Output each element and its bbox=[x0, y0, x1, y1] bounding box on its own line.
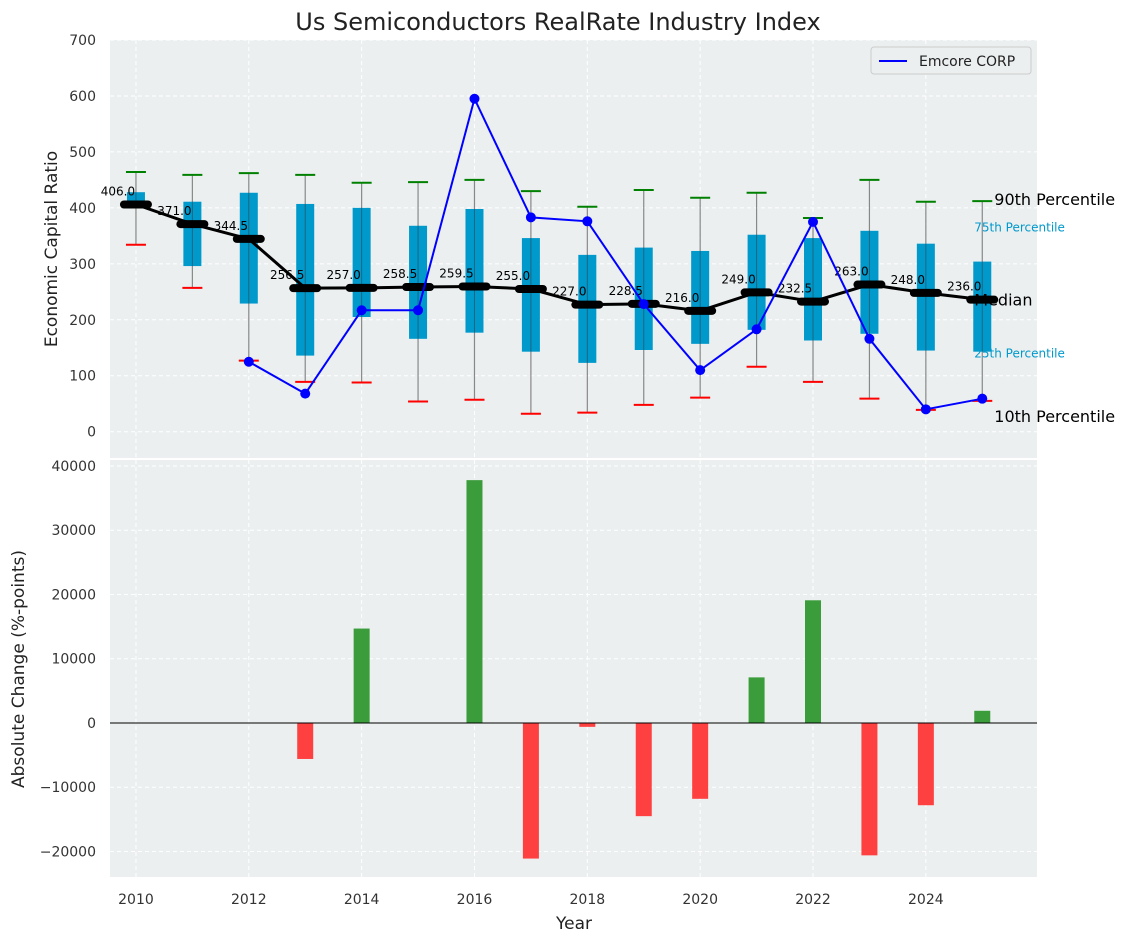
y-tick-label: 0 bbox=[87, 716, 96, 732]
median-value-label: 227.0 bbox=[552, 285, 586, 299]
legend: Emcore CORP bbox=[870, 46, 1032, 75]
annotation-median: Median bbox=[974, 291, 1032, 310]
median-value-label: 236.0 bbox=[947, 280, 981, 294]
median-value-label: 371.0 bbox=[157, 204, 191, 218]
y-tick-label: 400 bbox=[69, 201, 96, 217]
change-bar bbox=[635, 722, 652, 817]
y-tick-label: 500 bbox=[69, 145, 96, 161]
change-bar bbox=[861, 722, 878, 856]
median-value-label: 216.0 bbox=[665, 291, 699, 305]
emcore-point bbox=[582, 216, 593, 227]
median-value-label: 344.5 bbox=[214, 219, 248, 233]
median-value-label: 258.5 bbox=[383, 267, 417, 281]
emcore-point bbox=[695, 365, 706, 376]
emcore-point bbox=[638, 299, 649, 310]
change-bar bbox=[917, 722, 934, 806]
top-y-axis-label: Economic Capital Ratio bbox=[42, 151, 62, 347]
emcore-point bbox=[751, 324, 762, 335]
change-bar bbox=[974, 710, 991, 723]
x-tick-label: 2012 bbox=[231, 892, 267, 908]
median-value-label: 228.5 bbox=[609, 284, 643, 298]
x-axis-label: Year bbox=[555, 914, 592, 934]
bottom-y-axis-label: Absolute Change (%-points) bbox=[9, 550, 29, 788]
annotation-p75: 75th Percentile bbox=[974, 221, 1065, 235]
y-tick-label: 300 bbox=[69, 257, 96, 273]
median-value-label: 259.5 bbox=[439, 266, 473, 280]
median-value-label: 406.0 bbox=[101, 185, 135, 199]
y-tick-label: 200 bbox=[69, 313, 96, 329]
median-line bbox=[135, 203, 983, 313]
x-tick-label: 2016 bbox=[457, 892, 493, 908]
median-value-label: 232.5 bbox=[778, 282, 812, 296]
emcore-point bbox=[243, 356, 254, 367]
emcore-point bbox=[300, 388, 311, 399]
annotation-p25: 25th Percentile bbox=[974, 347, 1065, 361]
emcore-point bbox=[413, 305, 424, 316]
y-tick-label: 20000 bbox=[51, 587, 96, 603]
emcore-point bbox=[864, 333, 875, 344]
change-bar bbox=[522, 722, 539, 859]
x-tick-label: 2020 bbox=[682, 892, 718, 908]
emcore-point bbox=[469, 93, 480, 104]
annotation-p10: 10th Percentile bbox=[994, 407, 1115, 426]
y-tick-label: 10000 bbox=[51, 652, 96, 668]
emcore-point bbox=[977, 393, 988, 404]
y-tick-label: −10000 bbox=[40, 780, 96, 796]
top-plot-background bbox=[110, 40, 1037, 458]
bottom-plot-background bbox=[110, 460, 1037, 877]
x-tick-label: 2014 bbox=[344, 892, 380, 908]
x-tick-label: 2010 bbox=[118, 892, 154, 908]
emcore-point bbox=[525, 212, 536, 223]
change-bar bbox=[692, 722, 709, 799]
median-value-label: 255.0 bbox=[496, 269, 530, 283]
emcore-point bbox=[808, 216, 819, 227]
median-value-label: 257.0 bbox=[326, 268, 360, 282]
y-tick-label: 600 bbox=[69, 89, 96, 105]
annotation-p90: 90th Percentile bbox=[994, 190, 1115, 209]
x-tick-label: 2024 bbox=[908, 892, 944, 908]
emcore-line bbox=[248, 95, 983, 411]
median-value-label: 248.0 bbox=[891, 273, 925, 287]
change-bar bbox=[805, 600, 822, 723]
y-tick-label: 100 bbox=[69, 369, 96, 385]
median-value-label: 249.0 bbox=[721, 272, 755, 286]
legend-label: Emcore CORP bbox=[919, 54, 1015, 70]
change-bar bbox=[579, 722, 596, 727]
median-value-label: 263.0 bbox=[834, 265, 868, 279]
y-tick-label: 30000 bbox=[51, 523, 96, 539]
change-bar bbox=[297, 722, 314, 759]
y-tick-label: −20000 bbox=[40, 844, 96, 860]
chart-title: Us Semiconductors RealRate Industry Inde… bbox=[295, 8, 820, 36]
emcore-point bbox=[356, 305, 367, 316]
y-tick-label: 0 bbox=[87, 425, 96, 441]
x-tick-label: 2018 bbox=[570, 892, 606, 908]
emcore-point bbox=[920, 404, 931, 415]
y-tick-label: 40000 bbox=[51, 459, 96, 475]
y-tick-label: 700 bbox=[69, 33, 96, 49]
change-bar bbox=[748, 677, 765, 723]
legend-box bbox=[870, 46, 1032, 75]
x-tick-label: 2022 bbox=[795, 892, 831, 908]
change-bar bbox=[353, 628, 370, 723]
median-value-label: 256.5 bbox=[270, 268, 304, 282]
change-bar bbox=[466, 480, 483, 723]
